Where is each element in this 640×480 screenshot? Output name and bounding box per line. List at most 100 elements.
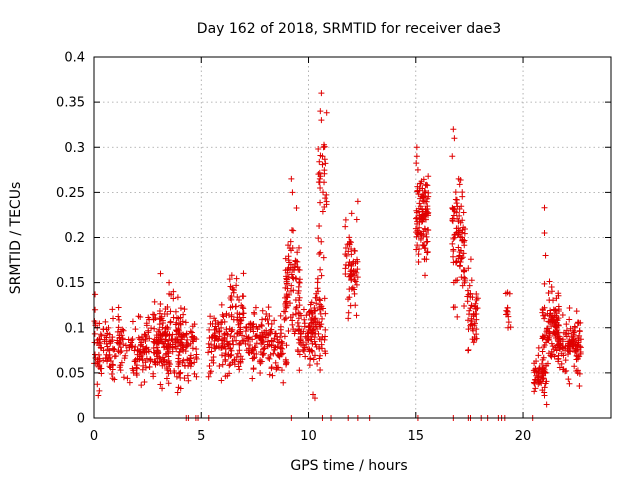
data-point	[416, 245, 423, 252]
data-point	[532, 376, 539, 383]
data-point	[92, 291, 99, 298]
axis-layer: 0 0.05 0.1 0.15 0.2 0.25 0.3 0.35 0.4 0 5 10 15 20	[56, 51, 611, 444]
data-point	[157, 301, 164, 308]
data-point	[174, 294, 181, 301]
data-point	[228, 293, 235, 300]
data-point	[180, 311, 187, 318]
data-point	[346, 286, 353, 293]
data-point	[451, 208, 458, 215]
data-point	[321, 348, 328, 355]
data-point	[565, 376, 572, 383]
data-point	[219, 361, 226, 368]
data-point	[128, 339, 135, 346]
data-point	[533, 358, 540, 365]
data-point	[106, 331, 113, 338]
data-point	[310, 391, 317, 398]
data-point	[301, 316, 308, 323]
data-point	[315, 179, 322, 186]
data-point	[473, 291, 480, 298]
data-point	[126, 343, 133, 350]
data-point	[145, 327, 152, 334]
data-point	[207, 313, 214, 320]
data-point	[109, 334, 116, 341]
data-point	[320, 189, 327, 196]
data-point	[315, 235, 322, 242]
data-point	[141, 378, 148, 385]
data-point	[545, 290, 552, 297]
data-point	[320, 144, 327, 151]
data-point	[541, 384, 548, 391]
data-point	[312, 321, 319, 328]
data-point	[554, 333, 561, 340]
data-point	[149, 311, 156, 318]
data-point	[150, 316, 157, 323]
data-point	[566, 304, 573, 311]
data-point	[106, 338, 113, 345]
data-point	[124, 375, 131, 382]
data-point	[132, 326, 139, 333]
data-point	[151, 325, 158, 332]
data-point	[289, 274, 296, 281]
data-point	[98, 332, 105, 339]
data-point	[317, 323, 324, 330]
data-point	[317, 108, 324, 115]
data-point	[166, 361, 173, 368]
data-point	[342, 261, 349, 268]
data-point	[259, 351, 266, 358]
data-point	[208, 368, 215, 375]
data-point	[216, 333, 223, 340]
data-point	[266, 341, 273, 348]
data-point	[188, 360, 195, 367]
data-point	[95, 392, 102, 399]
data-point	[311, 395, 318, 402]
data-point	[300, 328, 307, 335]
data-point	[282, 308, 289, 315]
data-point	[220, 313, 227, 320]
data-point	[177, 314, 184, 321]
data-point	[541, 315, 548, 322]
data-point	[165, 353, 172, 360]
data-point	[574, 334, 581, 341]
data-point	[505, 319, 512, 326]
data-point	[345, 309, 352, 316]
data-point	[347, 302, 354, 309]
data-point	[216, 344, 223, 351]
data-point	[287, 238, 294, 245]
data-point	[289, 321, 296, 328]
data-point	[425, 193, 432, 200]
data-point	[160, 319, 167, 326]
data-point	[122, 342, 129, 349]
data-point	[116, 332, 123, 339]
data-point	[545, 334, 552, 341]
data-point	[181, 375, 188, 382]
data-point	[229, 359, 236, 366]
data-point	[469, 294, 476, 301]
data-point	[132, 343, 139, 350]
data-point	[270, 350, 277, 357]
data-point	[313, 300, 320, 307]
data-point	[541, 229, 548, 236]
data-point	[212, 345, 219, 352]
data-point	[295, 290, 302, 297]
data-point	[321, 203, 328, 210]
data-point	[181, 306, 188, 313]
data-point	[233, 275, 240, 282]
data-point	[107, 364, 114, 371]
data-point	[471, 320, 478, 327]
data-point	[346, 234, 353, 241]
data-point	[215, 328, 222, 335]
data-point	[277, 312, 284, 319]
data-point	[319, 161, 326, 168]
data-point	[542, 311, 549, 318]
data-point	[260, 346, 267, 353]
data-point	[137, 342, 144, 349]
data-point	[282, 301, 289, 308]
data-point	[163, 365, 170, 372]
data-point	[450, 279, 457, 286]
data-point	[422, 189, 429, 196]
data-point	[236, 340, 243, 347]
data-point	[306, 308, 313, 315]
data-point	[504, 308, 511, 315]
data-point	[119, 326, 126, 333]
data-point	[189, 345, 196, 352]
